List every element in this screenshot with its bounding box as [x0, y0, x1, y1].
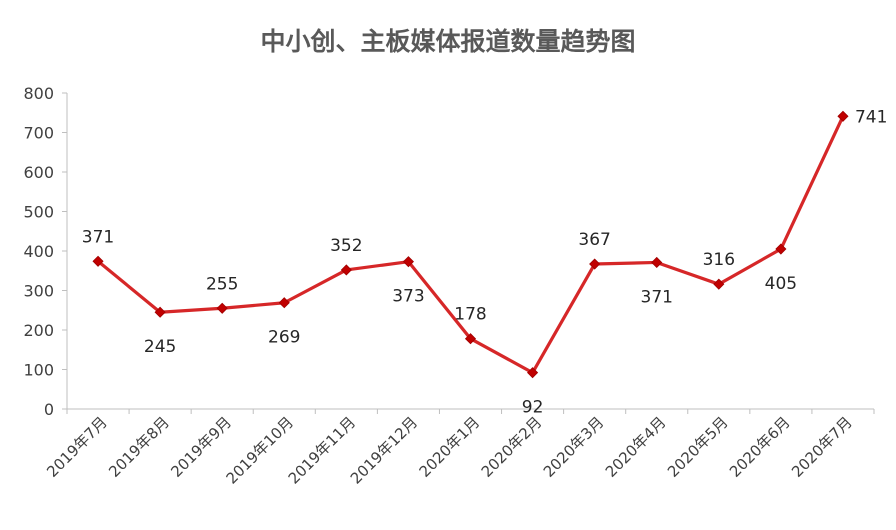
data-point — [92, 255, 104, 267]
x-tick-label: 2019年12月 — [347, 413, 421, 487]
x-tick-label: 2020年5月 — [664, 413, 732, 481]
chart-title: 中小创、主板媒体报道数量趋势图 — [260, 27, 636, 56]
y-tick-label: 500 — [23, 203, 54, 222]
data-point — [651, 256, 663, 269]
data-point — [464, 333, 477, 345]
y-tick-label: 200 — [23, 321, 54, 340]
y-tick-label: 700 — [23, 124, 54, 143]
data-label: 371 — [82, 227, 114, 247]
x-tick-label: 2020年7月 — [788, 413, 856, 481]
y-tick-label: 100 — [23, 361, 54, 380]
x-tick-label: 2020年4月 — [602, 413, 670, 481]
data-point — [402, 256, 414, 268]
data-label: 92 — [522, 398, 544, 418]
data-point — [216, 302, 228, 314]
data-point — [713, 278, 725, 290]
x-tick-label: 2019年8月 — [105, 413, 173, 481]
y-tick-label: 400 — [23, 242, 54, 261]
x-tick-label: 2019年7月 — [43, 413, 111, 481]
data-label: 367 — [578, 230, 610, 250]
data-label: 178 — [454, 305, 486, 325]
data-label: 269 — [268, 328, 300, 348]
data-point — [837, 110, 849, 122]
x-tick-label: 2020年6月 — [726, 413, 794, 481]
data-label: 255 — [206, 274, 238, 294]
y-tick-label: 800 — [23, 84, 54, 103]
data-label: 373 — [392, 287, 424, 307]
data-label: 316 — [703, 250, 735, 270]
y-tick-label: 0 — [44, 400, 54, 419]
data-point — [589, 258, 601, 270]
data-point — [527, 367, 539, 379]
data-point — [340, 264, 352, 276]
data-point — [278, 297, 290, 309]
y-tick-label: 600 — [23, 163, 54, 182]
x-tick-label: 2019年9月 — [167, 413, 235, 481]
data-label: 741 — [855, 107, 887, 127]
x-tick-label: 2020年1月 — [416, 413, 484, 481]
data-point — [154, 306, 166, 318]
data-label: 371 — [641, 287, 673, 307]
data-label: 405 — [765, 274, 797, 294]
y-tick-label: 300 — [23, 282, 54, 301]
data-label: 245 — [144, 337, 176, 357]
x-tick-label: 2020年2月 — [478, 413, 546, 481]
data-point — [775, 243, 787, 255]
x-tick-label: 2020年3月 — [540, 413, 608, 481]
data-label: 352 — [330, 236, 362, 256]
